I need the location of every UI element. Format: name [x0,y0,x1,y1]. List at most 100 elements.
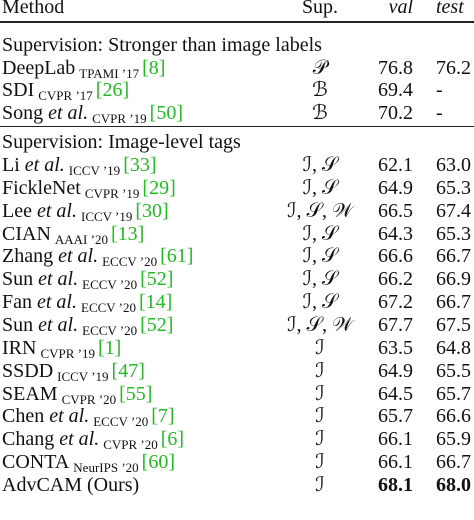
reference: [52] [140,314,174,336]
table-row: Chen et al. ECCV ’20 [7] ℐ 65.7 66.6 [0,405,474,429]
venue: NeurIPS ’20 [73,460,139,476]
header-sup: Sup. [301,0,339,18]
val-score: 64.9 [378,176,413,199]
supervision: ℐ [315,382,325,405]
val-score: 64.9 [378,359,413,382]
supervision: ℐ, 𝒮 [302,176,338,199]
supervision: ℐ, 𝒮, 𝒲 [287,314,353,336]
test-score: 66.6 [436,405,471,428]
venue: CVPR ’19 [40,345,95,361]
method-name: Fan [2,291,32,314]
supervision: ℐ [315,451,325,474]
val-score: 66.1 [378,451,413,474]
method-name: Chang [2,428,55,451]
table-row: Lee et al. ICCV ’19 [30] ℐ, 𝒮, 𝒲 66.5 67.4 [0,199,474,224]
val-score: 66.1 [378,428,413,451]
val-score: 62.1 [378,154,413,177]
method-cell: Lee et al. ICCV ’19 [30] [2,200,169,224]
val-score: 65.7 [378,405,413,428]
et-al: et al. [24,154,65,177]
test-score: 65.3 [436,176,471,199]
et-al: et al. [58,245,99,268]
method-cell: Song et al. CVPR ’19 [50] [2,102,183,126]
venue: ICCV ’19 [68,163,121,179]
venue: AAAI ’20 [54,231,108,247]
reference: [13] [110,222,145,245]
supervision: ℐ, 𝒮 [302,222,338,245]
supervision: ℐ [315,428,325,451]
rule [0,125,474,128]
reference: [52] [140,268,174,291]
method-cell: Chen et al. ECCV ’20 [7] [2,405,175,429]
method-name: Sun [2,268,34,291]
table-row: SSDD ICCV ’19 [47] ℐ 64.9 65.5 [0,359,474,384]
test-score: - [436,79,443,102]
et-al: et al. [36,199,77,222]
table-row: Li et al. ICCV ’19 [33] ℐ, 𝒮 62.1 63.0 [0,154,474,179]
test-score: 65.7 [436,382,471,405]
method-cell: SDI CVPR ’17 [26] [2,79,129,103]
table-row: SEAM CVPR ’20 [55] ℐ 64.5 65.7 [0,382,474,407]
method-name: Chen [2,405,45,428]
section-title: Supervision: Stronger than image labels [2,33,322,56]
val-score: 66.6 [378,245,413,268]
table-row: Sun et al. ECCV ’20 [52] ℐ, 𝒮 66.2 66.9 [0,268,474,293]
section-title: Supervision: Image-level tags [2,131,241,154]
val-score: 67.7 [378,314,413,336]
method-name: DeepLab [2,56,76,79]
supervision: ℐ [315,359,325,382]
supervision: ℐ, 𝒮 [302,291,338,314]
method-cell: CIAN AAAI ’20 [13] [2,223,144,247]
et-al: et al. [49,405,90,428]
method-name: CONTA [2,451,70,474]
method-name: SDI [2,79,35,102]
test-score: 65.9 [436,428,471,451]
venue: ICCV ’19 [80,208,133,224]
header-val: val [388,0,413,18]
method-cell: IRN CVPR ’19 [1] [2,337,121,361]
supervision: ℬ [312,102,328,125]
val-score: 66.5 [378,199,413,222]
table-row: DeepLab TPAMI ’17 [8] 𝒫 76.8 76.2 [0,56,474,81]
table-row: Zhang et al. ECCV ’20 [61] ℐ, 𝒮 66.6 66.7 [0,245,474,269]
table-row: SDI CVPR ’17 [26] ℬ 69.4- [0,79,474,103]
method-name: IRN [2,336,37,359]
reference: [26] [95,79,130,102]
venue: ECCV ’20 [82,277,138,293]
venue: ECCV ’20 [93,414,149,430]
supervision: ℐ, 𝒮 [302,268,338,291]
et-al: et al. [38,314,79,336]
method-name: Song [2,102,44,125]
table-row: AdvCAM (Ours) ℐ 68.1 68.0 [0,474,474,497]
table-row: Sun et al. ECCV ’20 [52] ℐ, 𝒮, 𝒲 67.7 67.5 [0,314,474,338]
reference: [1] [98,336,122,359]
et-al: et al. [37,291,77,314]
method-name: CIAN [2,222,51,245]
test-score: 68.0 [436,473,471,496]
val-score: 64.3 [378,222,413,245]
reference: [33] [123,154,157,177]
method-name: Zhang [2,245,54,268]
header-method: Method [2,0,65,18]
supervision: ℐ [315,473,325,496]
val-score: 76.8 [378,56,413,79]
val-score: 66.2 [378,268,413,291]
table-row: Song et al. CVPR ’19 [50] ℬ 70.2- [0,102,474,126]
table-row: CIAN AAAI ’20 [13] ℐ, 𝒮 64.3 65.3 [0,222,474,247]
method-cell: FickleNet CVPR ’19 [29] [2,177,176,201]
method-cell: CONTA NeurIPS ’20 [60] [2,451,175,475]
method-name: SSDD [2,359,54,382]
method-cell: Chang et al. CVPR ’20 [6] [2,428,184,452]
venue: ECCV ’20 [82,323,138,338]
table-row: Chang et al. CVPR ’20 [6] ℐ 66.1 65.9 [0,428,474,452]
method-cell: Sun et al. ECCV ’20 [52] [2,314,173,338]
method-name: AdvCAM (Ours) [2,473,140,496]
method-name: SEAM [2,382,58,405]
test-score: 65.3 [436,222,471,245]
reference: [6] [160,428,185,451]
reference: [7] [151,405,175,428]
test-score: 66.9 [436,268,471,291]
rule [0,21,474,23]
supervision: ℐ, 𝒮 [302,245,338,268]
venue: CVPR ’20 [103,437,158,453]
